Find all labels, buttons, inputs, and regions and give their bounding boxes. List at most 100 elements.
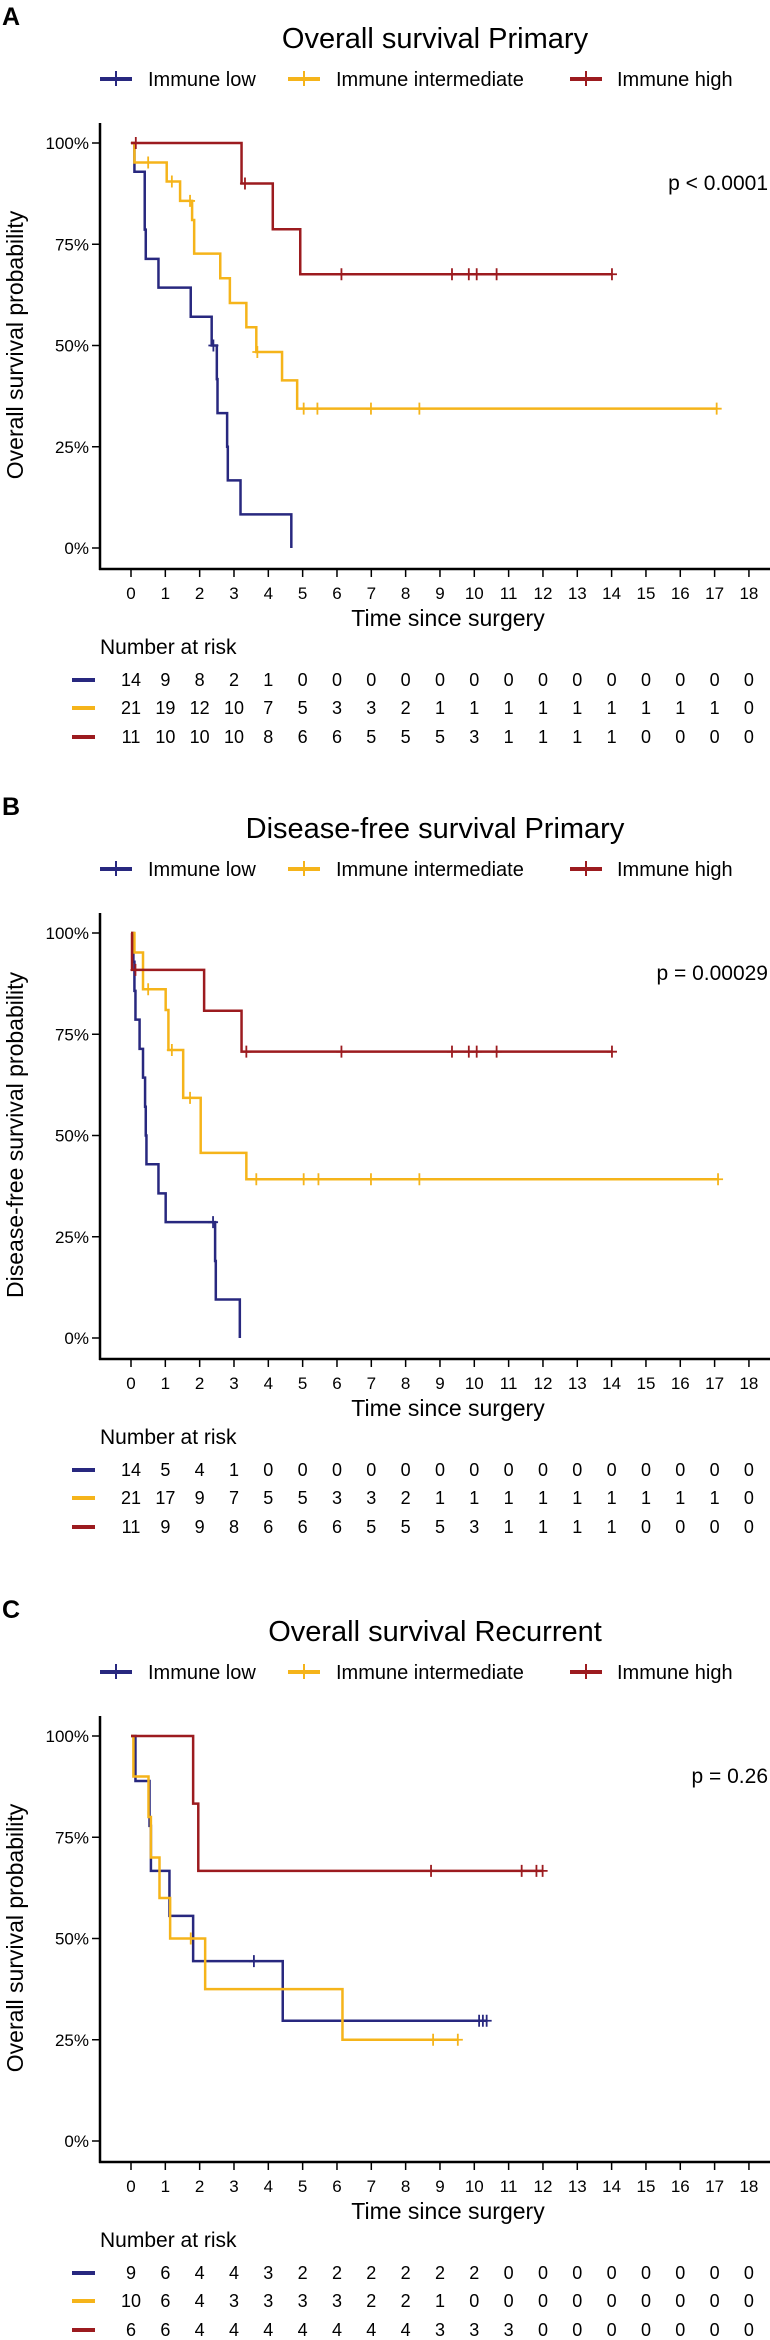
- panel-b: B Disease-free survival Primary Immune low…: [2, 793, 770, 1537]
- x-tick-label: 0: [126, 2177, 135, 2196]
- legend-label: Immune high: [617, 859, 733, 881]
- censor-mark: [185, 1932, 196, 1945]
- risk-count: 0: [538, 670, 548, 690]
- risk-count: 3: [366, 1488, 376, 1508]
- censor-mark: [143, 983, 154, 996]
- risk-count: 5: [401, 1517, 411, 1537]
- x-tick-label: 18: [739, 1374, 758, 1393]
- censor-mark: [336, 268, 347, 281]
- x-tick-label: 4: [264, 1374, 273, 1393]
- censor-mark: [252, 345, 263, 358]
- y-tick-label: 75%: [55, 1828, 89, 1847]
- censor-mark: [713, 1173, 724, 1186]
- x-tick-label: 14: [602, 1374, 621, 1393]
- y-tick-label: 100%: [46, 1727, 89, 1746]
- risk-count: 5: [435, 727, 445, 747]
- censor-mark: [606, 268, 617, 281]
- risk-count: 3: [469, 727, 479, 747]
- x-tick-label: 11: [500, 584, 518, 603]
- y-tick-label: 50%: [55, 1127, 89, 1146]
- risk-count: 6: [263, 1517, 273, 1537]
- x-tick-label: 3: [229, 584, 238, 603]
- risk-count: 1: [607, 698, 617, 718]
- censor-mark: [313, 1173, 324, 1186]
- censor-mark: [428, 2033, 439, 2046]
- risk-count: 2: [401, 698, 411, 718]
- p-value: p = 0.00029: [656, 962, 768, 985]
- risk-count: 7: [263, 698, 273, 718]
- censor-mark: [185, 1091, 196, 1104]
- risk-count: 9: [160, 1517, 170, 1537]
- y-tick-label: 75%: [55, 1025, 89, 1044]
- x-tick-label: 1: [161, 2177, 170, 2196]
- risk-count: 4: [195, 2291, 205, 2311]
- risk-count: 2: [298, 2263, 308, 2283]
- risk-count: 0: [401, 1460, 411, 1480]
- risk-count: 0: [366, 670, 376, 690]
- x-axis-title: Time since surgery: [351, 605, 545, 631]
- risk-count: 0: [572, 670, 582, 690]
- x-tick-label: 1: [161, 1374, 170, 1393]
- risk-count: 0: [538, 2320, 548, 2340]
- risk-count: 0: [710, 2291, 720, 2311]
- risk-count: 3: [469, 2320, 479, 2340]
- y-axis-title: Overall survival probability: [2, 210, 28, 479]
- x-tick-label: 4: [264, 2177, 273, 2196]
- risk-count: 0: [675, 2320, 685, 2340]
- series-immune-low: [131, 1734, 492, 2027]
- risk-count: 4: [298, 2320, 308, 2340]
- risk-count: 21: [121, 1488, 141, 1508]
- risk-count: 0: [366, 1460, 376, 1480]
- legend-item: Immune intermediate: [288, 69, 524, 91]
- risk-count: 0: [435, 670, 445, 690]
- legend-label: Immune intermediate: [336, 1662, 524, 1684]
- risk-count: 0: [504, 1460, 514, 1480]
- panel-label: B: [2, 793, 20, 821]
- y-tick-label: 75%: [55, 235, 89, 254]
- risk-row: 11 9 9 8 6 6 6 5 5 5 3 1 1 1 1 0 0 0 0: [72, 1517, 754, 1537]
- risk-count: 1: [469, 1488, 479, 1508]
- survival-curve: [131, 1734, 458, 2041]
- x-tick-label: 6: [332, 584, 341, 603]
- x-tick-label: 5: [298, 1374, 307, 1393]
- y-tick-label: 25%: [55, 1228, 89, 1247]
- x-tick-label: 10: [465, 2177, 484, 2196]
- x-tick-label: 5: [298, 584, 307, 603]
- risk-count: 1: [538, 1488, 548, 1508]
- risk-count: 4: [229, 2263, 239, 2283]
- risk-count: 1: [710, 698, 720, 718]
- y-tick-label: 50%: [55, 1930, 89, 1949]
- risk-count: 0: [710, 1517, 720, 1537]
- risk-count: 1: [641, 698, 651, 718]
- censor-mark: [516, 1864, 527, 1877]
- x-tick-label: 2: [195, 1374, 204, 1393]
- censor-mark: [298, 402, 309, 415]
- risk-count: 0: [675, 1517, 685, 1537]
- panel-c: C Overall survival Recurrent Immune low Imm…: [2, 1596, 770, 2340]
- risk-count: 0: [298, 670, 308, 690]
- risk-count: 0: [675, 1460, 685, 1480]
- risk-row: 9 6 4 4 3 2 2 2 2 2 2 0 0 0 0 0 0 0 0: [72, 2263, 754, 2283]
- risk-count: 1: [538, 727, 548, 747]
- p-value: p = 0.26: [692, 1765, 768, 1788]
- censor-mark: [208, 1216, 219, 1229]
- x-tick-label: 17: [705, 1374, 724, 1393]
- risk-count: 6: [332, 1517, 342, 1537]
- risk-count: 0: [675, 2263, 685, 2283]
- risk-row: 10 6 4 3 3 3 3 2 2 1 0 0 0 0 0 0 0 0 0: [72, 2291, 754, 2311]
- x-tick-label: 8: [401, 584, 410, 603]
- risk-count: 2: [401, 2263, 411, 2283]
- risk-count: 0: [744, 1488, 754, 1508]
- x-tick-label: 11: [500, 1374, 518, 1393]
- risk-count: 1: [572, 1517, 582, 1537]
- risk-count: 0: [504, 2291, 514, 2311]
- risk-count: 0: [332, 1460, 342, 1480]
- y-tick-label: 100%: [46, 134, 89, 153]
- chart-title: Overall survival Recurrent: [268, 1616, 602, 1648]
- chart-title: Overall survival Primary: [282, 23, 589, 55]
- legend-label: Immune high: [617, 1662, 733, 1684]
- censor-mark: [711, 402, 722, 415]
- y-tick-label: 0%: [64, 2132, 89, 2151]
- risk-count: 12: [190, 698, 210, 718]
- risk-count: 14: [121, 1460, 141, 1480]
